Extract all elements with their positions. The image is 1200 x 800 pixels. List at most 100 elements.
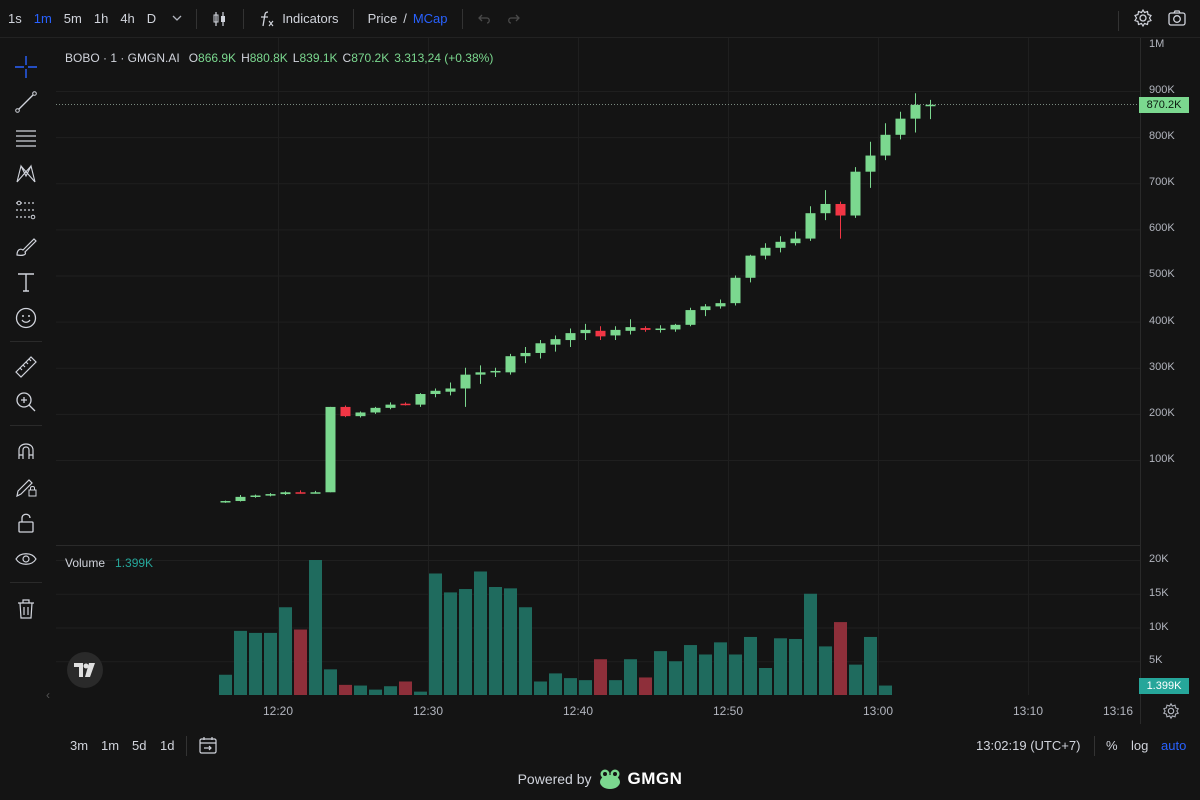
range-1m[interactable]: 1m	[101, 738, 120, 753]
candle-body	[625, 327, 636, 331]
calendar-goto-icon	[199, 737, 217, 754]
close-label: C	[342, 51, 352, 65]
low-value: 839.1K	[299, 51, 338, 65]
timeframe-1m[interactable]: 1m	[33, 11, 52, 26]
redo-button[interactable]	[499, 11, 527, 27]
magnet-tool[interactable]	[12, 437, 40, 465]
candles-layer	[220, 93, 936, 503]
divider	[1118, 10, 1119, 31]
undo-button[interactable]	[471, 11, 499, 27]
timeframe-D[interactable]: D	[146, 11, 157, 26]
powered-by-text: Powered by	[517, 771, 592, 787]
candle	[595, 326, 606, 341]
candle-body	[685, 310, 696, 325]
volume-bar	[519, 607, 532, 695]
volume-value: 1.399K	[115, 556, 154, 570]
candle	[490, 367, 501, 377]
timeframe-4h[interactable]: 4h	[120, 11, 135, 26]
fibonacci-icon	[16, 200, 36, 220]
candle	[760, 243, 771, 260]
candle-body	[400, 403, 411, 406]
text-tool[interactable]	[12, 268, 40, 296]
symbol-title: BOBO · 1 · GMGN.AI	[65, 51, 180, 65]
candle	[520, 346, 531, 364]
volume-bar	[834, 622, 847, 695]
text-icon	[18, 273, 34, 292]
range-5d[interactable]: 5d	[132, 738, 147, 753]
drawing-toolbar	[0, 44, 52, 624]
high-label: H	[241, 51, 250, 65]
candle-body	[340, 406, 351, 417]
percent-toggle[interactable]: %	[1106, 738, 1118, 753]
price-tick: 800K	[1149, 130, 1175, 143]
fib-tool[interactable]	[12, 196, 40, 224]
settings-button[interactable]	[1133, 8, 1153, 33]
candle-body	[520, 352, 531, 357]
mcap-label: MCap	[412, 11, 448, 26]
range-3m[interactable]: 3m	[70, 738, 89, 753]
candle-body	[370, 407, 381, 413]
auto-toggle[interactable]: auto	[1161, 738, 1187, 753]
axis-settings-button[interactable]	[1162, 702, 1180, 725]
visibility-tool[interactable]	[12, 545, 40, 573]
goto-date-button[interactable]	[198, 735, 218, 758]
chevron-down-icon	[172, 15, 182, 21]
volume-bar	[549, 673, 562, 695]
brush-tool[interactable]	[12, 232, 40, 260]
volume-bar	[399, 681, 412, 695]
price-tick: 200K	[1149, 406, 1175, 419]
candle	[400, 402, 411, 406]
tradingview-logo[interactable]	[67, 652, 103, 688]
low-label: L	[292, 51, 300, 65]
lock-drawing-tool[interactable]	[12, 473, 40, 501]
volume-bar	[309, 560, 322, 695]
price-tick: 600K	[1149, 222, 1175, 235]
volume-bar	[384, 686, 397, 695]
candle	[250, 494, 261, 498]
volume-bar	[774, 638, 787, 695]
timeframe-5m[interactable]: 5m	[63, 11, 82, 26]
volume-label: Volume	[65, 556, 106, 570]
ruler-tool[interactable]	[12, 353, 40, 381]
range-1d[interactable]: 1d	[160, 738, 175, 753]
volume-bar	[369, 689, 382, 695]
crosshair-icon	[15, 56, 37, 78]
current-volume-tag: 1.399K	[1139, 678, 1189, 694]
current-price-tag: 870.2K	[1139, 97, 1189, 113]
candle	[865, 141, 876, 188]
candle	[775, 236, 786, 253]
indicators-button[interactable]: Indicators	[252, 10, 344, 28]
horizontal-lines-tool[interactable]	[12, 124, 40, 152]
divider	[186, 736, 187, 756]
candle	[220, 500, 231, 503]
crosshair-tool[interactable]	[12, 53, 40, 81]
pattern-tool[interactable]	[12, 160, 40, 188]
timeframe-dropdown[interactable]	[166, 11, 188, 26]
candle	[835, 201, 846, 239]
volume-bar	[654, 651, 667, 695]
timeframe-1s[interactable]: 1s	[8, 11, 22, 26]
candle-body	[835, 203, 846, 216]
clock-display[interactable]: 13:02:19 (UTC+7)	[976, 738, 1081, 753]
screenshot-button[interactable]	[1167, 8, 1187, 33]
candle	[745, 254, 756, 283]
trend-line-tool[interactable]	[12, 88, 40, 116]
divider	[10, 582, 42, 583]
candle-body	[415, 394, 426, 405]
emoji-tool[interactable]	[12, 304, 40, 332]
zoom-tool[interactable]	[12, 388, 40, 416]
delete-tool[interactable]	[12, 595, 40, 623]
volume-bar	[744, 636, 757, 695]
candle-body	[850, 171, 861, 216]
volume-bar	[579, 680, 592, 695]
collapse-toolbar-arrow[interactable]: ‹	[46, 688, 50, 702]
lock-all-tool[interactable]	[12, 509, 40, 537]
price-mcap-toggle[interactable]: Price / MCap	[362, 11, 454, 26]
candle-body	[565, 333, 576, 341]
candle	[670, 323, 681, 332]
log-toggle[interactable]: log	[1131, 738, 1149, 753]
candle-body	[595, 330, 606, 337]
chart-type-button[interactable]	[205, 10, 235, 28]
timeframe-1h[interactable]: 1h	[93, 11, 109, 26]
